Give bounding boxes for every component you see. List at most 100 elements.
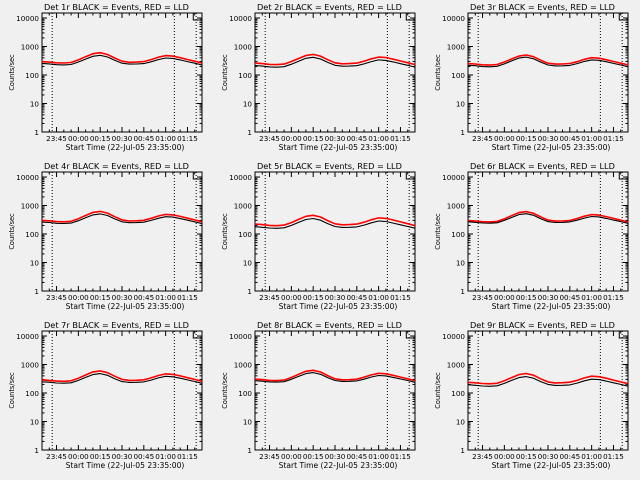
corner-mark [192, 172, 200, 180]
y-tick-label: 10 [243, 259, 253, 268]
panel-title: Det 6r BLACK = Events, RED = LLD [470, 161, 615, 171]
y-tick-label: 1 [247, 128, 252, 137]
panel-title: Det 4r BLACK = Events, RED = LLD [44, 161, 189, 171]
y-tick-label: 1000 [447, 202, 466, 211]
x-tick-label: 23:45 [46, 293, 67, 302]
x-tick-label: 00:30 [538, 452, 559, 461]
y-axis-label: Counts/sec [434, 54, 442, 91]
x-axis-label: Start Time (22-Jul-05 23:35:00) [492, 302, 611, 311]
x-tick-label: 00:00 [68, 452, 89, 461]
x-tick-label: 00:15 [516, 293, 537, 302]
panel-title: Det 3r BLACK = Events, RED = LLD [470, 2, 615, 12]
x-tick-label: 01:15 [390, 293, 411, 302]
x-tick-label: 01:15 [603, 452, 624, 461]
y-tick-label: 10000 [442, 332, 465, 341]
x-tick-label: 00:30 [325, 293, 346, 302]
detector-panel: Det 6r BLACK = Events, RED = LLD 1 10 100 10… [434, 161, 629, 311]
plot-frame [467, 330, 629, 451]
y-tick-label: 1 [460, 128, 465, 137]
corner-mark [405, 331, 413, 339]
lld-series-line [41, 210, 203, 223]
plot-frame [41, 330, 203, 451]
x-tick-label: 00:00 [281, 452, 302, 461]
x-tick-label: 00:45 [133, 293, 154, 302]
x-tick-label: 01:15 [177, 293, 198, 302]
x-tick-label: 00:00 [494, 452, 515, 461]
y-tick-label: 1 [460, 287, 465, 296]
x-axis-label: Start Time (22-Jul-05 23:35:00) [66, 302, 185, 311]
y-tick-label: 1 [34, 446, 39, 455]
events-series-line [41, 213, 203, 225]
corner-mark [192, 13, 200, 21]
x-axis-label: Start Time (22-Jul-05 23:35:00) [279, 461, 398, 470]
x-axis-label: Start Time (22-Jul-05 23:35:00) [66, 461, 185, 470]
x-axis-label: Start Time (22-Jul-05 23:35:00) [492, 461, 611, 470]
y-tick-label: 10 [30, 418, 40, 427]
x-tick-label: 00:45 [559, 452, 580, 461]
y-tick-label: 100 [451, 389, 465, 398]
events-series-line [254, 217, 416, 229]
x-tick-label: 00:00 [494, 134, 515, 143]
x-tick-label: 00:30 [112, 452, 133, 461]
x-tick-label: 23:45 [46, 452, 67, 461]
x-tick-label: 00:15 [90, 293, 111, 302]
x-tick-label: 00:30 [325, 452, 346, 461]
x-tick-label: 00:15 [90, 452, 111, 461]
y-tick-label: 10 [456, 418, 466, 427]
y-tick-label: 100 [25, 230, 39, 239]
events-series-line [254, 56, 416, 68]
x-tick-label: 01:00 [581, 134, 602, 143]
y-tick-label: 10000 [229, 14, 252, 23]
y-tick-label: 10 [456, 259, 466, 268]
x-tick-label: 00:30 [112, 293, 133, 302]
plot-frame [41, 12, 203, 133]
events-series-line [467, 56, 629, 68]
x-tick-label: 00:00 [281, 293, 302, 302]
x-tick-label: 01:00 [581, 452, 602, 461]
x-tick-label: 01:15 [177, 134, 198, 143]
y-tick-label: 1 [247, 287, 252, 296]
x-tick-label: 00:15 [516, 134, 537, 143]
x-tick-label: 01:00 [155, 134, 176, 143]
y-tick-label: 1000 [21, 43, 40, 52]
x-tick-label: 01:15 [177, 452, 198, 461]
x-tick-label: 00:30 [325, 134, 346, 143]
corner-mark [405, 172, 413, 180]
x-axis-label: Start Time (22-Jul-05 23:35:00) [492, 143, 611, 152]
corner-mark [618, 13, 626, 21]
y-tick-label: 10000 [16, 14, 39, 23]
y-tick-label: 10000 [229, 173, 252, 182]
y-tick-label: 100 [25, 71, 39, 80]
corner-mark [618, 172, 626, 180]
y-axis-label: Counts/sec [434, 372, 442, 409]
x-axis-label: Start Time (22-Jul-05 23:35:00) [279, 143, 398, 152]
plot-frame [254, 12, 416, 133]
y-tick-label: 10 [243, 418, 253, 427]
x-tick-label: 00:00 [494, 293, 515, 302]
y-axis-label: Counts/sec [8, 213, 16, 250]
y-axis-label: Counts/sec [221, 213, 229, 250]
y-tick-label: 1 [247, 446, 252, 455]
y-tick-label: 10 [30, 259, 40, 268]
x-tick-label: 00:45 [346, 452, 367, 461]
x-tick-label: 01:00 [155, 293, 176, 302]
y-tick-label: 100 [451, 71, 465, 80]
y-axis-label: Counts/sec [434, 213, 442, 250]
x-tick-label: 00:45 [346, 134, 367, 143]
events-series-line [41, 373, 203, 384]
panel-title: Det 5r BLACK = Events, RED = LLD [257, 161, 402, 171]
x-tick-label: 23:45 [46, 134, 67, 143]
x-tick-label: 00:45 [559, 293, 580, 302]
x-tick-label: 00:45 [559, 134, 580, 143]
y-tick-label: 10 [456, 100, 466, 109]
plot-frame [467, 171, 629, 292]
events-series-line [467, 213, 629, 224]
y-tick-label: 10000 [16, 173, 39, 182]
y-tick-label: 100 [451, 230, 465, 239]
x-tick-label: 00:15 [303, 452, 324, 461]
y-tick-label: 1000 [234, 202, 253, 211]
lld-series-line [467, 210, 629, 223]
y-tick-label: 10 [30, 100, 40, 109]
y-tick-label: 10000 [16, 332, 39, 341]
y-tick-label: 100 [238, 71, 252, 80]
